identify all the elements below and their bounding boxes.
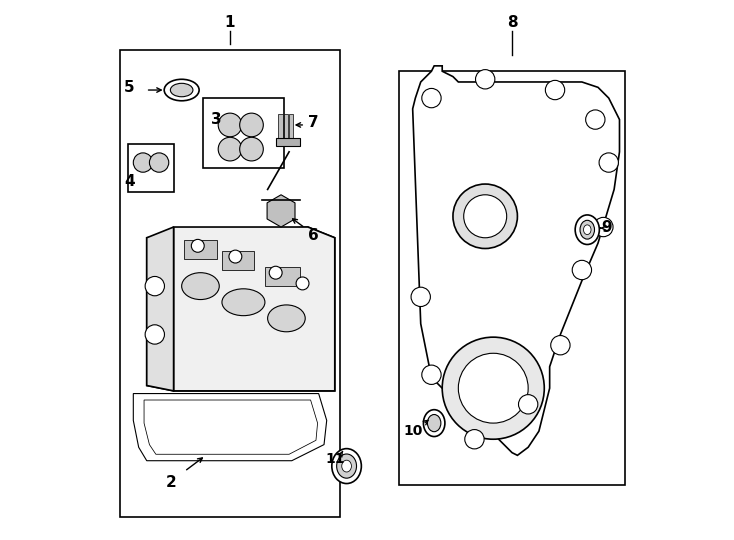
Circle shape (134, 153, 153, 172)
Circle shape (240, 137, 264, 161)
Circle shape (464, 195, 506, 238)
Circle shape (453, 184, 517, 248)
Circle shape (594, 218, 613, 237)
Text: 11: 11 (325, 452, 344, 466)
Bar (203, 98, 284, 168)
Text: 10: 10 (403, 424, 422, 438)
Bar (120, 50, 340, 517)
Bar (284, 114, 288, 141)
Polygon shape (147, 227, 174, 391)
Text: 4: 4 (124, 174, 135, 189)
Bar (289, 114, 294, 141)
Circle shape (550, 335, 570, 355)
Ellipse shape (427, 415, 441, 431)
Bar (399, 71, 625, 485)
Polygon shape (174, 227, 335, 391)
Ellipse shape (222, 289, 265, 316)
Circle shape (422, 89, 441, 108)
Circle shape (411, 287, 430, 307)
Text: 3: 3 (211, 112, 222, 127)
Text: 8: 8 (506, 15, 517, 30)
Circle shape (545, 80, 564, 100)
Ellipse shape (584, 225, 591, 234)
Text: 6: 6 (308, 227, 319, 242)
Circle shape (240, 113, 264, 137)
Circle shape (150, 153, 169, 172)
Bar (278, 114, 283, 141)
Bar (222, 251, 254, 270)
Ellipse shape (164, 79, 199, 101)
Circle shape (229, 250, 241, 263)
Circle shape (442, 337, 545, 439)
Bar (265, 267, 300, 286)
Polygon shape (147, 227, 335, 391)
Text: 1: 1 (225, 15, 236, 30)
Circle shape (599, 153, 619, 172)
Circle shape (586, 110, 605, 129)
Polygon shape (413, 66, 619, 455)
Circle shape (458, 353, 528, 423)
Circle shape (145, 276, 164, 296)
Circle shape (296, 277, 309, 290)
Ellipse shape (181, 273, 219, 300)
Text: 7: 7 (308, 115, 319, 130)
Circle shape (518, 395, 538, 414)
Ellipse shape (424, 410, 445, 436)
Circle shape (422, 365, 441, 384)
Text: 9: 9 (600, 220, 611, 234)
Circle shape (218, 113, 241, 137)
Ellipse shape (575, 215, 600, 245)
Circle shape (476, 70, 495, 89)
Circle shape (192, 239, 204, 252)
Text: 5: 5 (124, 80, 135, 95)
Bar (276, 138, 300, 146)
Circle shape (218, 137, 241, 161)
Circle shape (573, 260, 592, 280)
Bar (184, 240, 217, 259)
Circle shape (269, 266, 282, 279)
Text: 2: 2 (166, 475, 176, 490)
Ellipse shape (170, 83, 193, 97)
Circle shape (465, 429, 484, 449)
Circle shape (145, 325, 164, 344)
Ellipse shape (342, 460, 352, 472)
Bar (128, 144, 174, 192)
Ellipse shape (268, 305, 305, 332)
Ellipse shape (580, 220, 595, 239)
Ellipse shape (337, 454, 357, 478)
Ellipse shape (332, 449, 361, 483)
